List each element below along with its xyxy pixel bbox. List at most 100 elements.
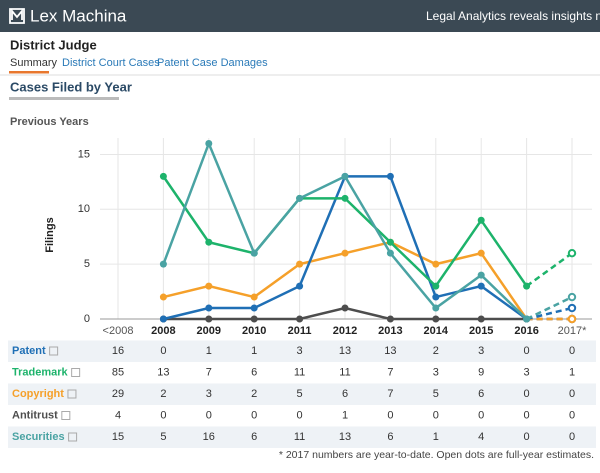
data-point (159, 315, 167, 323)
data-point (205, 304, 213, 312)
x-tick-label: <2008 (103, 325, 134, 337)
x-tick-label: 2015 (469, 325, 493, 337)
table-cell: 11 (294, 431, 305, 443)
row-label[interactable]: Antitrust (12, 409, 58, 421)
data-point (296, 282, 304, 290)
data-point (205, 282, 213, 290)
data-point (523, 282, 531, 290)
data-point (432, 304, 440, 312)
table-cell: 0 (160, 409, 166, 421)
table-cell: 2 (251, 388, 257, 400)
data-point (477, 216, 485, 224)
table-cell: 1 (206, 345, 212, 357)
x-tick-label: 2011 (288, 325, 312, 337)
data-point (477, 271, 485, 279)
section-title: Cases Filed by Year (10, 79, 132, 94)
table-cell: 4 (115, 409, 121, 421)
top-bar (0, 0, 600, 32)
section-underline (9, 97, 119, 100)
table-cell: 16 (203, 431, 215, 443)
estimate-point (567, 303, 577, 313)
tab[interactable]: Summary (10, 57, 58, 69)
tagline: Legal Analytics reveals insights never (426, 9, 600, 23)
table-cell: 0 (206, 409, 212, 421)
row-label[interactable]: Copyright (12, 388, 64, 400)
data-point (386, 315, 394, 323)
checkbox-icon (49, 346, 59, 356)
table-cell: 1 (569, 366, 575, 378)
table-cell: 5 (433, 388, 439, 400)
estimate-point (567, 248, 577, 258)
table-cell: 2 (433, 345, 439, 357)
table-cell: 0 (297, 409, 303, 421)
row-label[interactable]: Trademark (12, 366, 69, 378)
table-cell: 16 (112, 345, 124, 357)
table-cell: 3 (433, 366, 439, 378)
table-cell: 9 (478, 366, 484, 378)
table-cell: 7 (206, 366, 212, 378)
table-cell: 3 (206, 388, 212, 400)
table-cell: 5 (160, 431, 166, 443)
data-point (159, 260, 167, 268)
table-cell: 13 (339, 431, 351, 443)
table-cell: 0 (478, 409, 484, 421)
data-point (386, 172, 394, 180)
active-tab-underline (9, 71, 49, 74)
data-point (432, 315, 440, 323)
table-cell: 6 (251, 366, 257, 378)
data-point (159, 172, 167, 180)
data-point (296, 194, 304, 202)
row-background (8, 426, 596, 448)
x-tick-label: 2009 (197, 325, 221, 337)
brand: Lex Machina (30, 6, 127, 25)
table-cell: 0 (524, 388, 530, 400)
x-tick-label: 2012 (333, 325, 357, 337)
data-point (205, 139, 213, 147)
data-point (341, 249, 349, 257)
data-point (432, 260, 440, 268)
data-point (296, 260, 304, 268)
estimate-point (567, 292, 577, 302)
estimate-point (567, 314, 577, 324)
table-cell: 11 (294, 366, 305, 378)
data-point (386, 249, 394, 257)
table-cell: 2 (160, 388, 166, 400)
table-cell: 0 (569, 345, 575, 357)
subsection-title: Previous Years (10, 116, 89, 128)
data-point (341, 304, 349, 312)
table-cell: 0 (569, 388, 575, 400)
data-point (159, 293, 167, 301)
tab[interactable]: District Court Cases (62, 57, 160, 69)
table-cell: 3 (297, 345, 303, 357)
x-tick-label: 2014 (424, 325, 449, 337)
table-cell: 0 (387, 409, 393, 421)
data-point (523, 315, 531, 323)
row-label[interactable]: Patent (12, 345, 46, 357)
x-tick-label: 2010 (242, 325, 266, 337)
x-tick-label: 2017* (558, 325, 587, 337)
data-point (477, 315, 485, 323)
data-point (250, 304, 258, 312)
y-tick-label: 5 (84, 258, 90, 270)
table-cell: 0 (569, 409, 575, 421)
row-background (8, 340, 596, 362)
table-cell: 6 (387, 431, 393, 443)
table-cell: 5 (297, 388, 303, 400)
table-cell: 0 (524, 409, 530, 421)
data-point (250, 315, 258, 323)
data-point (432, 293, 440, 301)
table-cell: 3 (524, 366, 530, 378)
row-label[interactable]: Securities (12, 431, 65, 443)
table-cell: 7 (387, 366, 393, 378)
checkbox-icon (61, 411, 71, 420)
y-axis-label: Filings (44, 217, 56, 252)
table-cell: 85 (112, 366, 124, 378)
tab[interactable]: Patent Case Damages (157, 57, 268, 69)
x-tick-label: 2008 (151, 325, 175, 337)
data-point (250, 249, 258, 257)
data-point (250, 293, 258, 301)
table-cell: 13 (157, 366, 169, 378)
table-cell: 7 (387, 388, 393, 400)
data-point (205, 315, 213, 323)
